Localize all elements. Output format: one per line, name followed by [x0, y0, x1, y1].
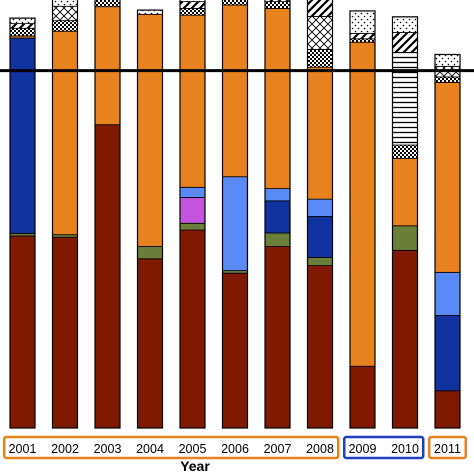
bar-segment-2007-9 [264, 0, 291, 3]
bar-segment-2011-0 [434, 390, 461, 429]
x-tick-label-2007: 2007 [264, 442, 292, 456]
x-tick-label-2005: 2005 [179, 442, 207, 456]
bar-segment-2005-0 [179, 229, 206, 429]
bar-segment-2011-4 [434, 271, 461, 316]
bar-segment-2007-1 [264, 232, 291, 247]
bar-segment-2008-6 [307, 49, 333, 68]
bar-segment-2010-0 [392, 249, 418, 429]
bar-segment-2008-8 [307, 16, 333, 50]
bar-segment-2005-4 [179, 186, 206, 198]
x-tick-label-2004: 2004 [136, 442, 164, 456]
bar-segment-2003-0 [94, 124, 121, 429]
bar-segment-2006-4 [222, 176, 248, 272]
x-tick-label-2002: 2002 [51, 442, 79, 456]
bar-outline-2001 [9, 17, 36, 429]
bar-segment-2008-5 [307, 66, 333, 200]
bar-segment-2004-10 [137, 9, 163, 15]
bar-outline-2008 [306, 0, 334, 429]
bar-segment-2010-1 [392, 225, 418, 251]
bar-segment-2009-6 [349, 38, 376, 43]
category-group-box-0 [3, 435, 340, 460]
bar-segment-2007-5 [264, 7, 291, 189]
x-tick-label-2011: 2011 [434, 442, 461, 456]
bar-segment-2005-1 [179, 222, 206, 231]
bar-segment-2011-6 [434, 76, 461, 83]
bar-segment-2006-0 [222, 272, 248, 429]
x-tick-label-2008: 2008 [306, 442, 334, 456]
bar-segment-2010-10 [392, 16, 418, 33]
x-tick-label-2001: 2001 [9, 442, 37, 456]
category-group-box-2 [428, 435, 467, 460]
bar-segment-2010-6 [392, 144, 418, 159]
bar-segment-2001-9 [9, 23, 36, 29]
bar-segment-2003-5 [94, 6, 121, 126]
bar-outline-2009 [349, 10, 376, 429]
bar-segment-2004-5 [137, 13, 163, 247]
bar-segment-2011-5 [434, 82, 461, 273]
bar-segment-2010-5 [392, 158, 418, 227]
bar-outline-2007 [264, 0, 291, 429]
bar-outline-2005 [179, 0, 206, 429]
bar-segment-2011-2 [434, 315, 461, 392]
bar-segment-2001-10 [9, 17, 36, 25]
bar-segment-2009-0 [349, 365, 376, 429]
bar-segment-2007-0 [264, 246, 291, 429]
bar-outline-2006 [221, 0, 249, 429]
bar-segment-2007-4 [264, 188, 291, 202]
bar-segment-2008-4 [307, 198, 333, 217]
bar-segment-2008-2 [307, 216, 333, 258]
bar-segment-2006-6 [222, 0, 248, 6]
bar-segment-2008-1 [307, 257, 333, 266]
x-axis-label: Year [180, 458, 210, 474]
bar-segment-2008-9 [307, 0, 333, 17]
bar-segment-2004-0 [137, 258, 163, 429]
bar-segment-2011-10 [434, 54, 461, 67]
bar-segment-2002-0 [52, 236, 78, 429]
bar-segment-2002-10 [52, 0, 78, 7]
bars-layer [9, 0, 461, 429]
bar-segment-2001-2 [9, 37, 36, 234]
x-tick-label-2009: 2009 [349, 442, 377, 456]
bar-segment-2005-10 [179, 0, 206, 3]
bar-segment-2002-5 [52, 30, 78, 236]
bar-outline-2010 [391, 16, 419, 429]
bar-segment-2005-5 [179, 14, 206, 188]
bar-outline-2003 [94, 0, 121, 429]
bar-outline-2002 [51, 0, 79, 429]
bar-segment-2010-7 [392, 51, 418, 146]
bar-segment-2009-10 [349, 10, 376, 34]
x-tick-label-2006: 2006 [221, 442, 249, 456]
x-tick-label-2003: 2003 [94, 442, 122, 456]
bar-segment-2004-1 [137, 246, 163, 260]
category-group-box-1 [343, 435, 425, 460]
bar-segment-2006-5 [222, 4, 248, 178]
bar-segment-2003-6 [94, 0, 121, 8]
bar-segment-2002-8 [52, 5, 78, 22]
bar-segment-2005-9 [179, 1, 206, 9]
bar-segment-2008-0 [307, 265, 333, 429]
category-group-boxes [3, 435, 467, 460]
bar-segment-2007-2 [264, 200, 291, 234]
bar-segment-2002-6 [52, 20, 78, 32]
bar-segment-2005-6 [179, 7, 206, 16]
bar-outline-2004 [136, 9, 164, 429]
x-tick-label-2010: 2010 [391, 442, 419, 456]
bar-outline-2011 [434, 53, 461, 429]
bar-segment-2007-6 [264, 1, 291, 9]
bar-segment-2009-9 [349, 32, 376, 40]
x-tick-labels: 2001 2002 2003 2004 2005 2006 2007 2008 2009 2010… [9, 442, 461, 456]
bar-segment-2001-0 [9, 235, 36, 429]
bar-segment-2001-6 [9, 27, 36, 37]
bar-segment-2005-3 [179, 197, 206, 224]
bar-segment-2009-5 [349, 41, 376, 367]
bar-segment-2010-9 [392, 32, 418, 53]
